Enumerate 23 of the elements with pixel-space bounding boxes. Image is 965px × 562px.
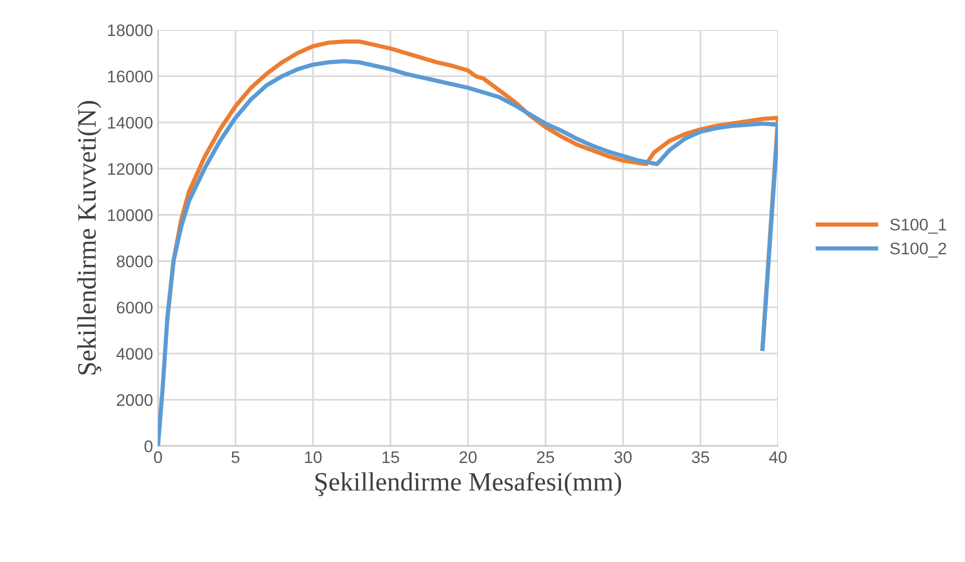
x-tick-label: 30 xyxy=(614,451,632,464)
y-tick-label: 14000 xyxy=(108,116,152,129)
x-tick-label: 15 xyxy=(382,451,400,464)
y-axis-title: Şekillendirme Kuvveti(N) xyxy=(77,101,102,374)
legend-label: S100_2 xyxy=(890,242,946,258)
y-tick-label: 8000 xyxy=(116,256,152,268)
x-tick-label: 35 xyxy=(692,451,710,464)
x-axis-title: Şekillendirme Mesafesi(mm) xyxy=(316,472,622,496)
y-tick-label: 2000 xyxy=(116,394,152,406)
x-tick-label: 0 xyxy=(154,451,162,464)
x-tick-label: 40 xyxy=(769,451,787,464)
y-tick-label: 6000 xyxy=(116,302,152,314)
x-tick-label: 25 xyxy=(537,451,554,464)
y-tick-label: 4000 xyxy=(116,348,152,360)
y-tick-label: 12000 xyxy=(108,163,152,175)
x-tick-label: 10 xyxy=(305,451,322,464)
x-tick-label: 20 xyxy=(460,451,477,464)
y-tick-label: 10000 xyxy=(108,209,152,222)
y-tick-label: 16000 xyxy=(108,70,152,82)
y-tick-label: 0 xyxy=(144,440,152,452)
x-tick-label: 5 xyxy=(232,451,240,464)
y-tick-label: 18000 xyxy=(108,24,152,36)
legend-label: S100_1 xyxy=(890,218,946,234)
